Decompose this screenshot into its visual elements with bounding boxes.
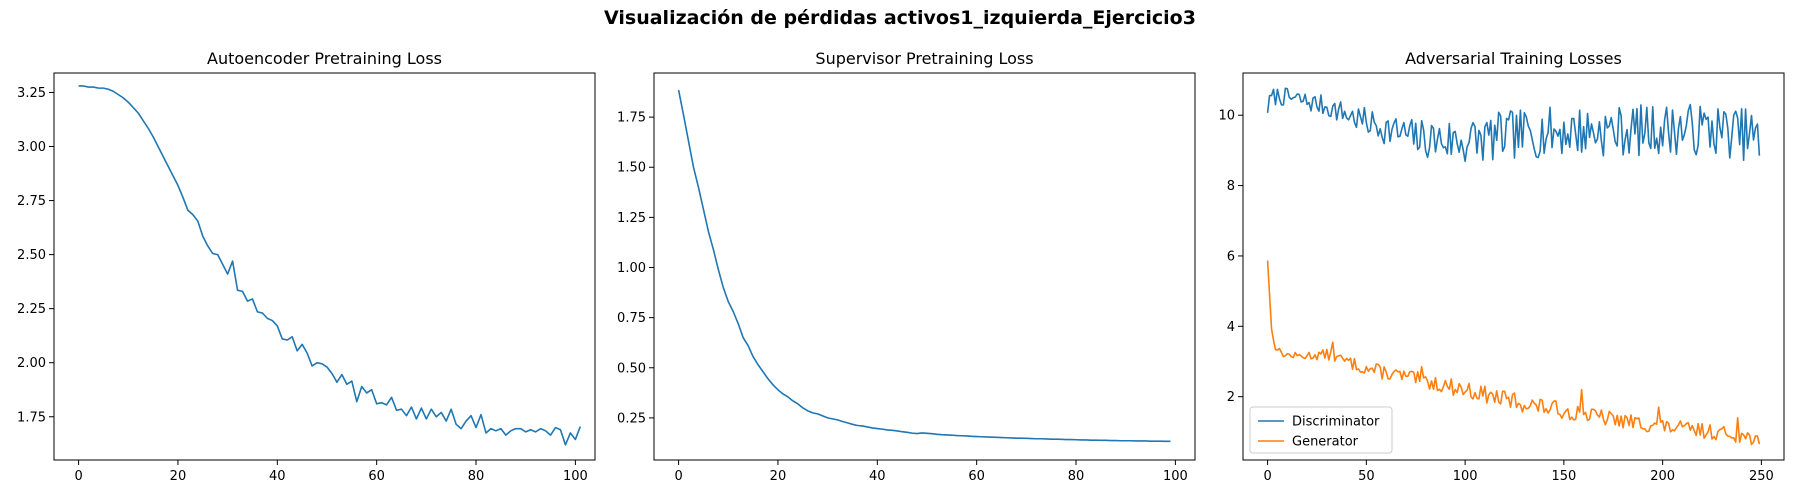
y-tick-label: 1.75 — [617, 111, 646, 126]
y-tick-label: 4 — [1227, 320, 1235, 335]
chart-panel-1: Autoencoder Pretraining Loss 0 20 40 60 80 100… — [17, 49, 596, 484]
x-tick-label: 0 — [674, 469, 682, 484]
y-tick-label: 10 — [1218, 109, 1235, 124]
y-tick-label: 1.25 — [617, 211, 646, 226]
plot-frame — [653, 72, 1196, 461]
y-tick-label: 1.75 — [17, 410, 46, 425]
series-line-discriminator — [1266, 87, 1761, 163]
x-tick-label: 0 — [1263, 469, 1271, 484]
y-tick-label: 0.25 — [617, 411, 646, 426]
y-tick-label: 8 — [1227, 179, 1235, 194]
x-tick-label: 250 — [1749, 469, 1774, 484]
y-tick-label: 0.50 — [617, 361, 646, 376]
x-tick-label: 100 — [563, 469, 588, 484]
series-line-1 — [677, 89, 1171, 443]
x-tick-label: 60 — [368, 469, 385, 484]
y-tick-label: 1.00 — [617, 261, 646, 276]
x-tick-label: 100 — [1163, 469, 1188, 484]
x-tick-label: 80 — [468, 469, 485, 484]
plot-frame — [1242, 72, 1785, 461]
y-tick-label: 0.75 — [617, 311, 646, 326]
series-line-generator — [1266, 260, 1761, 446]
y-tick-label: 3.00 — [17, 140, 46, 155]
legend-label-discriminator: Discriminator — [1292, 415, 1380, 430]
plot-frame — [53, 72, 596, 461]
figure-title: Visualización de pérdidas activos1_izqui… — [604, 7, 1196, 29]
chart-title: Autoencoder Pretraining Loss — [207, 49, 442, 68]
x-tick-label: 40 — [269, 469, 286, 484]
chart-title: Supervisor Pretraining Loss — [815, 49, 1033, 68]
y-tick-label: 3.25 — [17, 86, 46, 101]
y-tick-label: 1.50 — [617, 161, 646, 176]
y-tick-label: 2.25 — [17, 302, 46, 317]
y-tick-label: 2.00 — [17, 356, 46, 371]
x-tick-label: 40 — [869, 469, 886, 484]
y-tick-label: 2.75 — [17, 194, 46, 209]
y-tick-label: 6 — [1227, 249, 1235, 264]
legend-box — [1249, 406, 1393, 454]
x-tick-label: 50 — [1358, 469, 1375, 484]
series-line-1 — [78, 85, 582, 446]
legend: Discriminator Generator — [1249, 406, 1393, 454]
chart-panel-2: Supervisor Pretraining Loss 0 20 40 60 80 100 0… — [617, 49, 1196, 484]
x-tick-label: 200 — [1650, 469, 1675, 484]
y-tick-label: 2.50 — [17, 248, 46, 263]
chart-panel-3: Adversarial Training Losses 0 50 100 150 200 2… — [1218, 49, 1785, 484]
x-tick-label: 20 — [770, 469, 787, 484]
x-tick-label: 150 — [1551, 469, 1576, 484]
chart-title: Adversarial Training Losses — [1405, 49, 1622, 68]
x-tick-label: 0 — [74, 469, 82, 484]
x-tick-label: 20 — [170, 469, 187, 484]
x-tick-label: 60 — [968, 469, 985, 484]
legend-label-generator: Generator — [1292, 435, 1359, 450]
x-tick-label: 80 — [1068, 469, 1085, 484]
y-tick-label: 2 — [1227, 390, 1235, 405]
x-tick-label: 100 — [1453, 469, 1478, 484]
